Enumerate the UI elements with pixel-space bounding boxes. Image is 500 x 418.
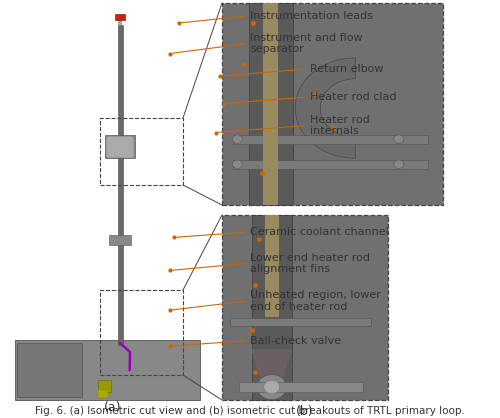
Text: Fig. 6. (a) Isometric cut view and (b) isometric cut breakouts of TRTL primary l: Fig. 6. (a) Isometric cut view and (b) i… xyxy=(35,406,465,416)
Text: Heater rod
internals: Heater rod internals xyxy=(310,115,370,136)
Text: Instrumentation leads: Instrumentation leads xyxy=(250,11,373,21)
Bar xyxy=(260,376,283,381)
Bar xyxy=(233,135,428,144)
Bar xyxy=(238,382,363,392)
Circle shape xyxy=(232,135,242,143)
Bar xyxy=(254,354,290,358)
Bar xyxy=(263,3,278,205)
Circle shape xyxy=(394,160,404,168)
Text: (a): (a) xyxy=(104,402,121,415)
Bar xyxy=(109,235,131,245)
Bar xyxy=(259,372,284,376)
Text: Unheated region, lower
end of heater rod: Unheated region, lower end of heater rod xyxy=(250,290,381,312)
Bar xyxy=(100,290,183,375)
Bar xyxy=(115,14,125,20)
Circle shape xyxy=(394,135,404,143)
Bar xyxy=(265,215,279,317)
Circle shape xyxy=(232,160,242,168)
Bar xyxy=(230,318,372,326)
Bar xyxy=(118,17,122,25)
FancyBboxPatch shape xyxy=(106,137,134,158)
Text: Instrument and flow
separator: Instrument and flow separator xyxy=(250,33,362,54)
Text: (b): (b) xyxy=(296,405,314,418)
Bar xyxy=(222,3,443,205)
Text: Heater rod clad: Heater rod clad xyxy=(310,92,396,102)
PathPatch shape xyxy=(295,58,355,158)
Bar xyxy=(256,362,288,367)
Bar xyxy=(98,380,111,393)
Circle shape xyxy=(264,380,280,394)
Bar xyxy=(258,367,286,372)
Circle shape xyxy=(257,375,287,400)
Bar xyxy=(252,215,292,400)
Bar xyxy=(118,25,122,345)
Bar xyxy=(248,3,292,205)
Bar xyxy=(15,340,200,400)
Bar xyxy=(262,380,282,385)
Bar xyxy=(18,343,82,397)
Bar xyxy=(233,160,428,169)
Bar xyxy=(98,390,108,398)
Text: Ceramic coolant channel: Ceramic coolant channel xyxy=(250,227,389,237)
Bar xyxy=(100,118,183,185)
Bar xyxy=(222,215,388,400)
Bar xyxy=(254,358,289,363)
Text: Lower end heater rod
alignment fins: Lower end heater rod alignment fins xyxy=(250,252,370,274)
Bar xyxy=(105,135,135,158)
Bar xyxy=(252,349,292,354)
Text: Ball-check valve: Ball-check valve xyxy=(250,336,341,346)
Text: Return elbow: Return elbow xyxy=(310,64,384,74)
